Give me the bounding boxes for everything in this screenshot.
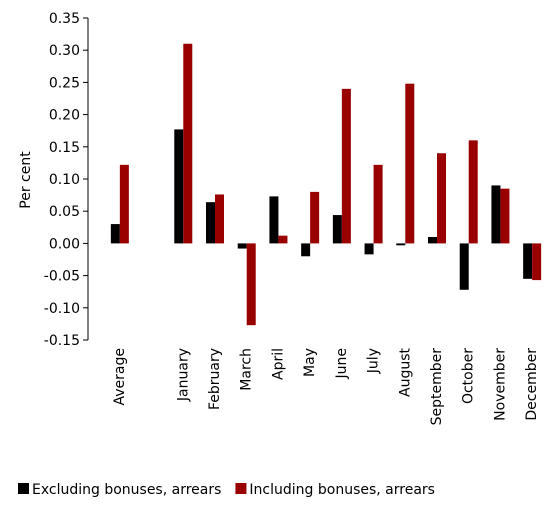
x-tick-label: April	[270, 348, 286, 380]
bar	[468, 140, 478, 244]
bar	[523, 243, 533, 279]
bar	[437, 153, 446, 244]
bar	[459, 243, 469, 290]
bar	[237, 243, 247, 249]
x-tick-label: June	[334, 348, 350, 380]
bar	[174, 129, 184, 244]
bar	[341, 88, 351, 244]
bar	[110, 224, 120, 244]
bar	[310, 191, 320, 244]
x-tick-label: October	[461, 348, 477, 404]
bar	[373, 164, 383, 244]
bar	[532, 243, 542, 281]
legend-swatch	[235, 483, 247, 494]
x-tick-label: August	[397, 347, 413, 397]
y-tick-label: -0.10	[44, 301, 80, 317]
y-tick-label: 0.05	[49, 204, 80, 220]
bar	[500, 188, 510, 244]
bar	[269, 196, 279, 244]
y-tick-label: -0.15	[44, 333, 80, 349]
y-tick-label: 0.25	[49, 75, 80, 91]
bar	[364, 243, 374, 255]
x-tick-label: September	[429, 348, 445, 426]
x-tick-label: May	[302, 348, 318, 377]
y-tick-label: -0.05	[44, 269, 80, 285]
y-tick-label: 0.15	[49, 140, 80, 156]
x-tick-label: Average	[112, 348, 128, 406]
y-tick-label: 0.30	[49, 43, 80, 59]
legend-label: Including bonuses, arrears	[249, 482, 435, 498]
bar	[215, 194, 224, 244]
bar	[246, 243, 256, 326]
bar	[332, 215, 342, 244]
bar	[278, 235, 288, 244]
bar	[301, 243, 311, 257]
x-tick-label: March	[239, 348, 255, 391]
y-axis-label: Per cent	[18, 151, 34, 209]
x-tick-label: February	[207, 348, 223, 410]
bar	[491, 185, 501, 244]
y-tick-label: 0.00	[49, 236, 80, 252]
bar	[396, 243, 406, 246]
bar	[428, 236, 437, 244]
bar	[405, 83, 415, 244]
bar	[206, 202, 215, 244]
x-tick-label: November	[492, 348, 508, 421]
x-tick-label: July	[366, 348, 382, 374]
bar	[183, 43, 193, 244]
legend-swatch	[18, 483, 29, 494]
y-tick-label: 0.20	[49, 108, 80, 124]
y-tick-label: 0.10	[49, 172, 80, 188]
x-tick-label: January	[175, 348, 191, 402]
x-tick-label: December	[524, 348, 540, 421]
y-tick-label: 0.35	[49, 11, 80, 27]
bar	[119, 164, 129, 244]
legend-label: Excluding bonuses, arrears	[32, 482, 221, 498]
